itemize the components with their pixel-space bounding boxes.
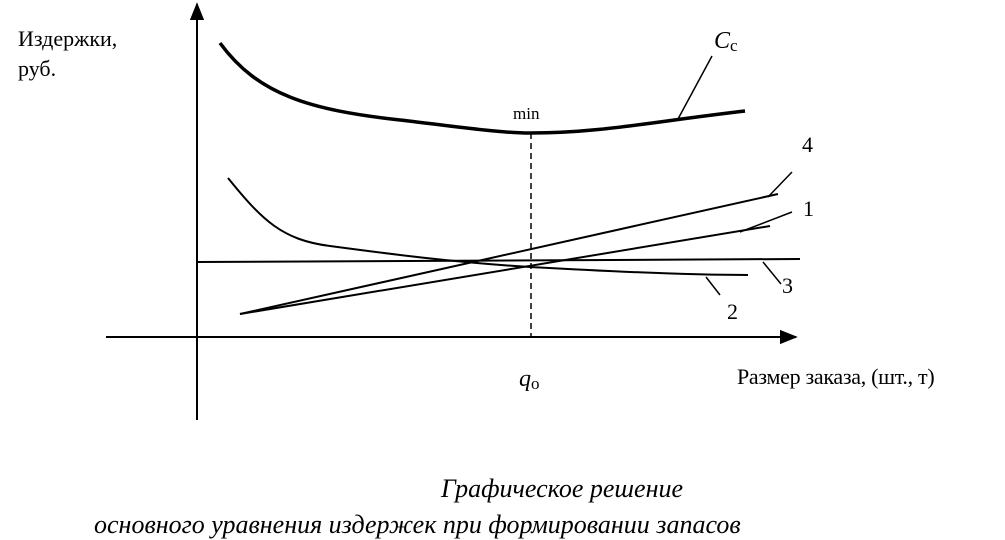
y-axis-label: Издержки, руб.	[18, 24, 117, 84]
y-axis-label-line1: Издержки,	[18, 26, 118, 51]
total-cost-symbol: C	[714, 28, 731, 54]
leader-4	[767, 171, 793, 198]
leader-2	[705, 276, 721, 296]
min-label: min	[513, 104, 540, 123]
total-cost-label: Cс	[714, 28, 738, 56]
optimum-q-label: qо	[519, 366, 540, 394]
curve-label-2: 2	[727, 299, 738, 324]
line-4	[239, 193, 779, 315]
optimum-q-subscript: о	[531, 374, 540, 393]
curve-label-4: 4	[802, 132, 813, 157]
line-3	[196, 258, 801, 263]
total-cost-curve	[218, 41, 746, 135]
cost-diagram	[106, 2, 801, 420]
x-axis-label: Размер заказа, (шт., т)	[737, 364, 935, 389]
y-axis-label-line2: руб.	[18, 56, 57, 81]
optimum-q-symbol: q	[519, 366, 531, 392]
curve-2	[227, 177, 749, 276]
caption-line-2: основного уравнения издержек при формиро…	[94, 510, 741, 539]
line-1	[239, 225, 771, 315]
leader-cc	[677, 55, 713, 120]
caption-line-1: Графическое решение	[441, 474, 684, 503]
total-cost-subscript: с	[730, 36, 738, 55]
curve-label-1: 1	[803, 196, 814, 221]
leader-1	[739, 211, 793, 233]
curve-label-3: 3	[782, 273, 793, 298]
leader-3	[762, 261, 782, 285]
